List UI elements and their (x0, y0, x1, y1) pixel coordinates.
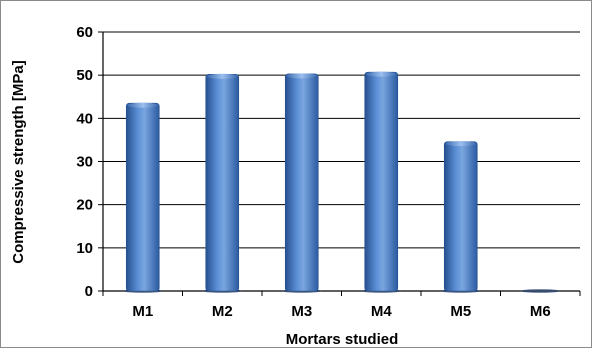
bar-M3 (284, 73, 319, 292)
bar-cap-M2 (206, 73, 238, 79)
y-tick-label: 40 (76, 110, 93, 127)
bar-M1 (125, 102, 160, 292)
bar-M5 (443, 141, 478, 292)
y-tick-label: 50 (76, 67, 93, 84)
y-tick-label: 30 (76, 154, 93, 171)
y-tick-label: 0 (85, 283, 93, 300)
axes (98, 31, 581, 296)
bar-base-M6 (520, 289, 560, 293)
bar-cap-M3 (286, 73, 318, 79)
y-axis-title: Compressive strength [MPa] (10, 60, 27, 263)
x-axis-title: Mortars studied (286, 331, 399, 348)
y-tick-label: 20 (76, 197, 93, 214)
x-tick-label-M2: M2 (212, 303, 233, 320)
y-tick-label: 10 (76, 240, 93, 257)
y-tick-label: 60 (76, 24, 93, 41)
bar-M2 (205, 74, 240, 292)
x-tick-label-M1: M1 (132, 303, 153, 320)
bar-cap-M4 (365, 71, 397, 77)
bar-cap-M5 (445, 141, 477, 147)
bars (123, 71, 560, 293)
bar-M4 (364, 71, 399, 292)
x-tick-label-M4: M4 (371, 303, 392, 320)
x-tick-label-M6: M6 (530, 303, 551, 320)
x-tick-label-M3: M3 (291, 303, 312, 320)
gridlines (103, 31, 580, 249)
x-tick-label-M5: M5 (450, 303, 471, 320)
bar-cap-M1 (127, 102, 159, 108)
y-tick-labels: 0 10 20 30 40 50 60 (76, 24, 93, 300)
x-tick-labels: M1 M2 M3 M4 M5 M6 (132, 303, 550, 320)
